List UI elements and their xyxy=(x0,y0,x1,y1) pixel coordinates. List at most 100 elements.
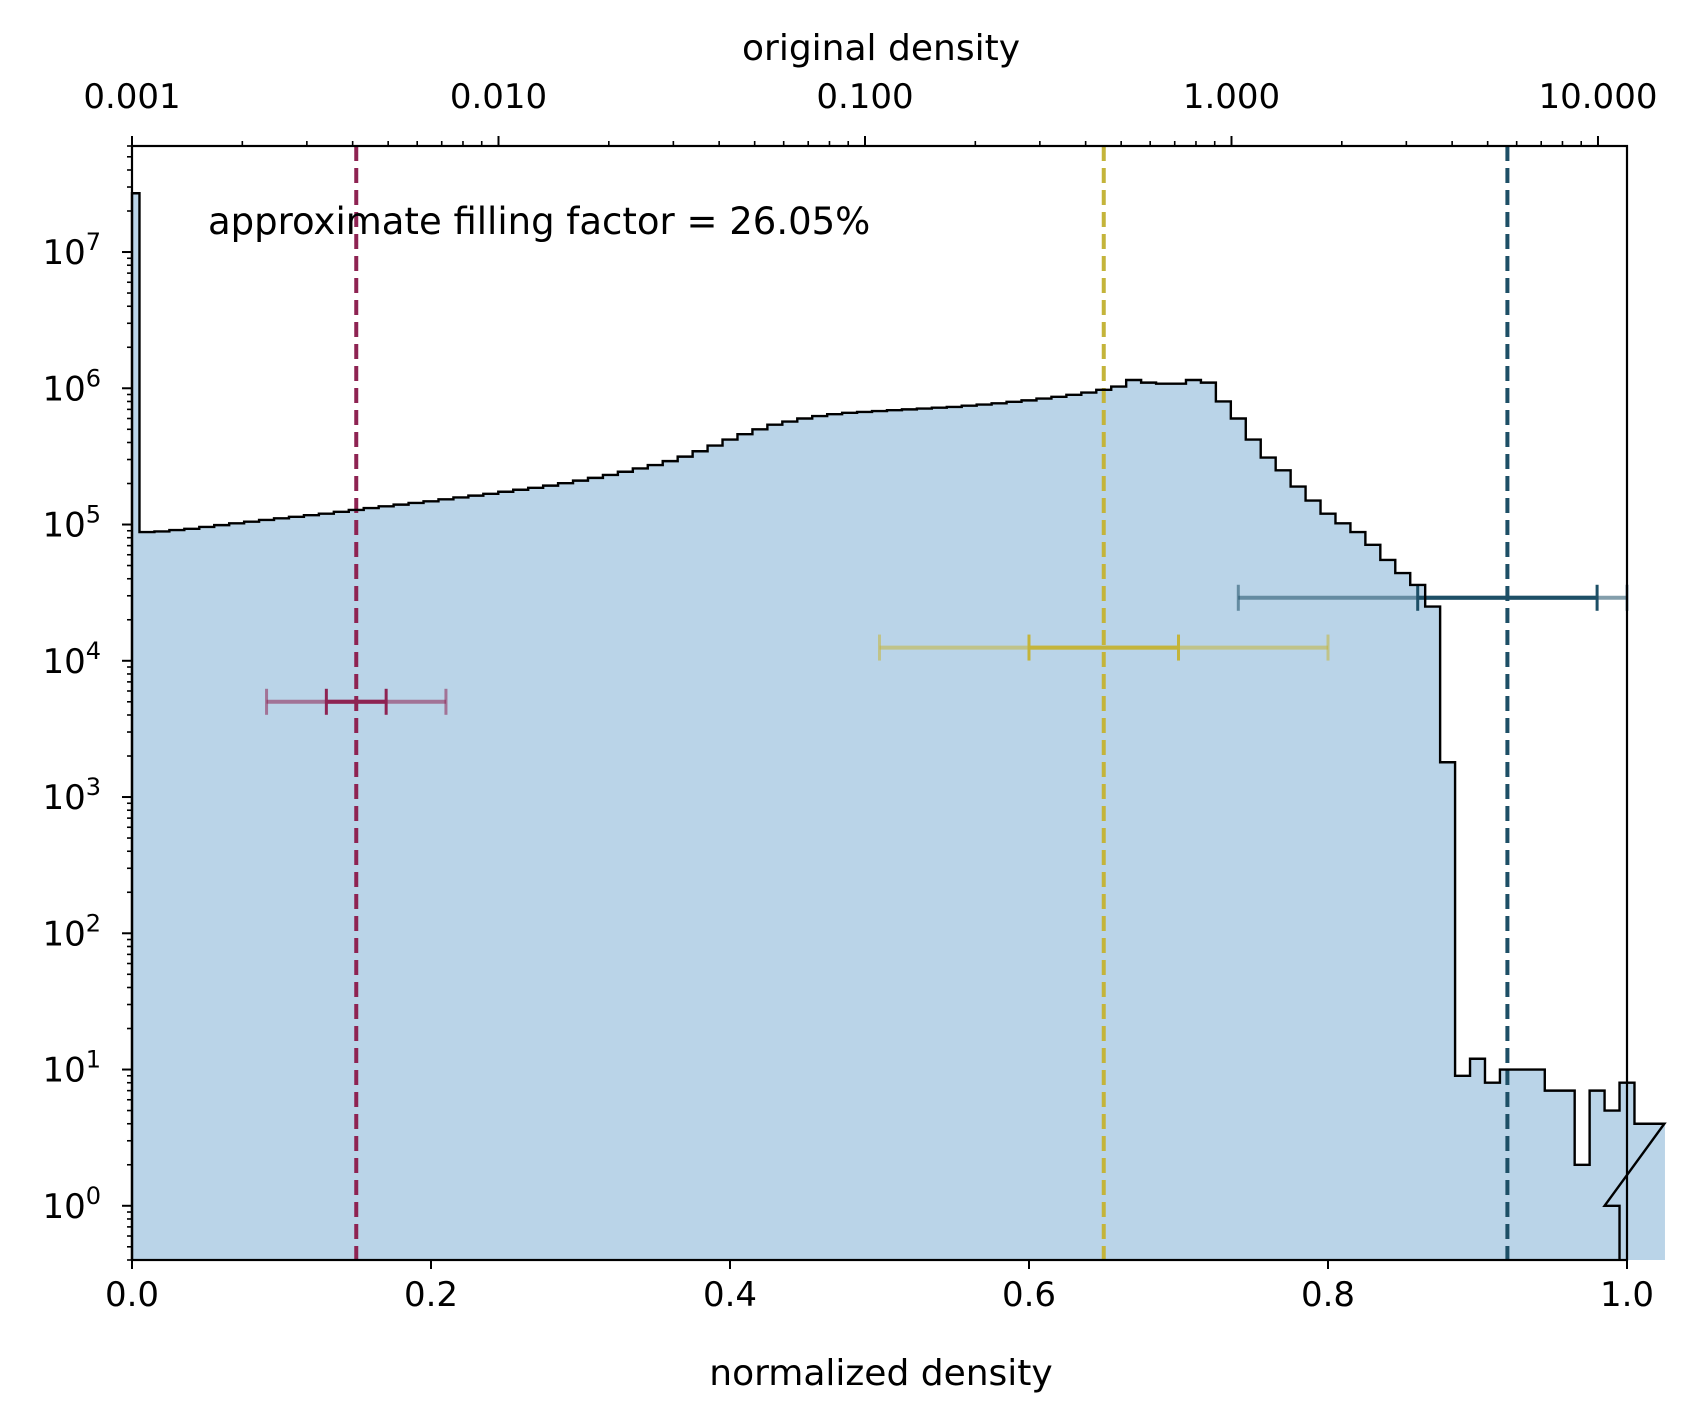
histogram-bar xyxy=(1335,523,1352,1260)
x-tick-label: 0.6 xyxy=(1002,1275,1056,1315)
histogram-bar xyxy=(1529,1069,1546,1260)
histogram-bar xyxy=(1455,1075,1471,1260)
x-axis-bottom: 0.0 0.2 0.4 0.6 0.8 1.0 xyxy=(105,1260,1654,1315)
histogram-bar xyxy=(363,508,380,1260)
histogram-bar xyxy=(1604,1205,1621,1260)
histogram-bar xyxy=(1185,380,1202,1260)
histogram-bar xyxy=(274,518,290,1260)
histogram-bar xyxy=(692,451,709,1260)
histogram-bar xyxy=(617,471,634,1260)
y-tick-label: 103 xyxy=(42,773,101,818)
histogram-bar xyxy=(632,468,649,1260)
x-axis-top: 0.001 0.010 0.100 1.000 10.000 xyxy=(83,77,1657,146)
histogram-outline xyxy=(130,192,1667,1260)
histogram-bar xyxy=(1230,418,1247,1261)
histogram-bar xyxy=(1305,500,1322,1260)
histogram-fill xyxy=(132,193,1665,1261)
histogram-bar xyxy=(468,495,484,1260)
histogram-bar xyxy=(259,519,275,1260)
histogram-bar xyxy=(1350,532,1366,1260)
x2-tick-label: 10.000 xyxy=(1538,77,1657,117)
histogram-bar xyxy=(318,513,335,1260)
plot-frame xyxy=(130,144,1629,1262)
error-bars xyxy=(265,584,1629,715)
histogram-bar xyxy=(1559,1090,1576,1260)
histogram-bar xyxy=(132,193,141,1260)
histogram-bar xyxy=(543,485,559,1260)
histogram-bar xyxy=(513,489,529,1260)
y-tick-label: 106 xyxy=(42,364,101,409)
histogram-bar xyxy=(1440,762,1456,1260)
histogram-bar xyxy=(1649,1123,1665,1260)
histogram-bar xyxy=(901,409,918,1261)
histogram-bar xyxy=(1171,383,1187,1261)
histogram-bar xyxy=(991,403,1008,1260)
filling-factor-annotation: approximate filling factor = 26.05% xyxy=(208,200,870,243)
histogram-bar xyxy=(961,405,978,1260)
histogram-bar xyxy=(1126,380,1142,1260)
histogram-bar xyxy=(528,487,544,1260)
histogram-bar xyxy=(1141,382,1157,1260)
histogram-bar xyxy=(767,424,783,1261)
histogram-bar xyxy=(1544,1090,1561,1260)
histogram-bar xyxy=(1634,1123,1651,1260)
histogram-bar xyxy=(872,411,888,1260)
histogram-bar xyxy=(1470,1058,1486,1260)
histogram-bar xyxy=(602,474,619,1260)
histogram-bar xyxy=(1365,544,1381,1260)
histogram-bar xyxy=(916,408,933,1260)
x-tick-label: 0.0 xyxy=(105,1275,159,1315)
x2-tick-label: 0.010 xyxy=(450,77,547,117)
histogram-bar xyxy=(1260,457,1277,1261)
histogram-bar xyxy=(677,456,694,1261)
histogram-bar xyxy=(946,406,963,1261)
histogram-bar xyxy=(842,412,858,1260)
histogram-bar xyxy=(1320,513,1337,1260)
y-tick-label: 100 xyxy=(42,1182,101,1227)
histogram-bar xyxy=(647,465,664,1260)
histogram-bar xyxy=(1425,606,1441,1260)
histogram-bar xyxy=(1410,584,1426,1260)
y-tick-label: 105 xyxy=(42,501,101,546)
histogram-bar xyxy=(229,523,245,1260)
histogram-bar xyxy=(752,429,768,1260)
x-tick-label: 1.0 xyxy=(1600,1275,1654,1315)
histogram-bar xyxy=(782,421,798,1261)
y-tick-label: 107 xyxy=(42,228,101,273)
histogram-bar xyxy=(1081,392,1097,1260)
histogram-bar xyxy=(1006,401,1023,1260)
y-axis: 100 101 102 103 104 105 106 107 xyxy=(42,145,132,1261)
histogram-bar xyxy=(214,525,230,1260)
x2-tick-label: 0.100 xyxy=(816,77,913,117)
histogram-bar xyxy=(288,516,305,1260)
y-tick-label: 101 xyxy=(42,1046,101,1091)
histogram-bar xyxy=(707,445,724,1260)
x-tick-label: 0.2 xyxy=(404,1275,458,1315)
histogram-bar xyxy=(408,502,425,1261)
histogram-step-line xyxy=(130,192,1667,1260)
x2-axis-title: original density xyxy=(742,28,1020,69)
histogram-bar xyxy=(1051,396,1067,1261)
histogram-bar xyxy=(1245,439,1262,1260)
histogram-bar xyxy=(244,521,260,1260)
x-tick-label: 0.8 xyxy=(1301,1275,1355,1315)
histogram-bar xyxy=(1574,1164,1591,1260)
histogram-bar xyxy=(184,528,200,1260)
histogram-bar xyxy=(931,407,948,1260)
x-tick-label: 0.4 xyxy=(703,1275,757,1315)
histogram-bar xyxy=(1036,398,1053,1260)
histogram-bar xyxy=(303,515,320,1260)
histogram-bar xyxy=(483,493,499,1260)
y-tick-label: 104 xyxy=(42,637,101,682)
x2-tick-label: 0.001 xyxy=(83,77,180,117)
y-tick-label: 102 xyxy=(42,909,101,954)
histogram-bar xyxy=(827,414,843,1260)
histogram-bar xyxy=(1380,559,1396,1260)
histogram-bar xyxy=(1514,1069,1531,1260)
x-axis-title: normalized density xyxy=(709,1353,1052,1394)
histogram-bar xyxy=(1111,386,1127,1261)
histogram-bar xyxy=(1200,382,1217,1260)
histogram-bar xyxy=(1096,389,1112,1260)
histogram-bar xyxy=(573,480,589,1260)
